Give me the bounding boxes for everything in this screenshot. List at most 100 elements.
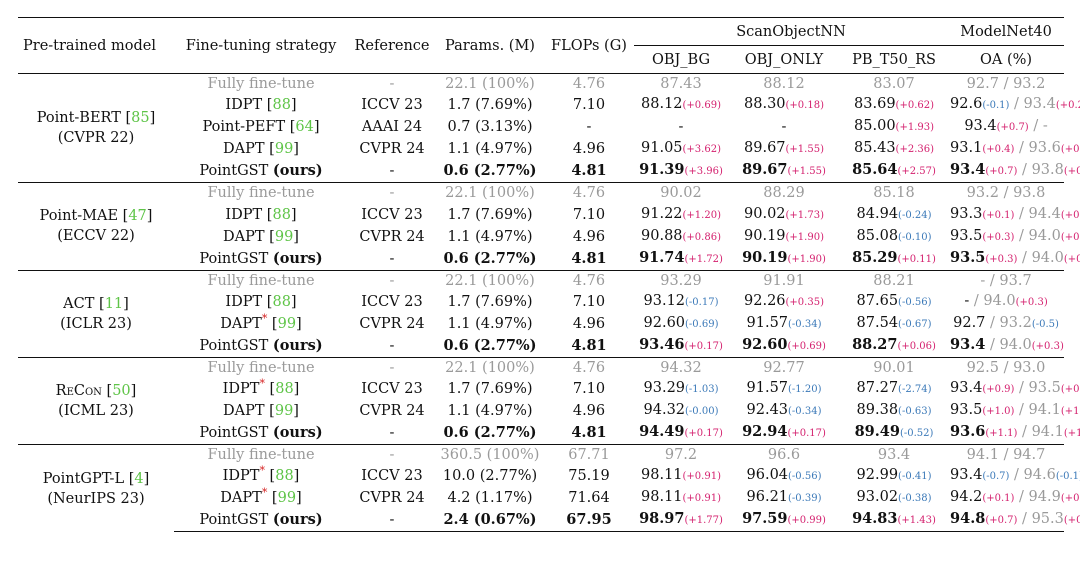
pb-t50-rs-cell: 85.43(+2.36) [840,138,948,160]
strategy-citation: 99 [277,490,297,507]
params-cell: 0.6 (2.77%) [443,162,537,180]
obj-bg-cell-delta: (+0.91) [682,493,721,505]
oa-separator: / [1009,96,1024,113]
oa-value-2: 93.0 [1013,360,1046,377]
oa-cell: 93.4(+0.7) / 93.8(+0.6) [948,160,1080,183]
oa-value-1: 92.6 [950,96,983,113]
oa-value-1: 92.7 [966,76,999,93]
params-cell: 22.1 (100%) [436,182,544,204]
params-cell: 1.7 (7.69%) [447,97,533,114]
table-row: Point-BERT [85] (CVPR 22) Fully fine-tune -… [18,72,1065,183]
obj-only-cell: - [728,116,840,138]
oa-value-2: 94.9 [1028,489,1061,506]
obj-only-cell-value: 92.26 [744,292,786,309]
strategy-cell: PointGST (ours) [174,422,348,445]
obj-bg-cell-delta: (+0.86) [682,231,721,243]
pb-t50-rs-cell-value: 90.01 [873,360,915,377]
strategy-name: PointGST [199,250,269,267]
header-reference: Reference [348,17,436,74]
obj-only-cell-delta: (+1.73) [785,209,824,221]
obj-bg-cell: 90.02 [634,182,728,204]
obj-bg-cell-value: 88.12 [641,96,683,113]
oa-delta-1: (+0.7) [985,166,1018,178]
oa-delta-2: (-0.5) [1031,318,1059,330]
obj-only-cell-delta: (+0.99) [787,515,826,527]
asterisk-mark: * [259,377,265,391]
obj-only-cell-delta: (+1.55) [787,166,826,178]
table-row: DAPT [99] CVPR 24 1.1 (4.97%) 4.96 90.88(+0.… [18,226,1080,248]
model-cell: ACT [11] (ICLR 23) [18,269,174,358]
obj-bg-cell: 98.97(+1.77) [634,509,728,533]
obj-only-cell-value: 88.12 [763,76,805,93]
reference-cell: CVPR 24 [359,141,425,158]
oa-delta-2: (+0.2) [1055,100,1080,112]
obj-bg-cell-value: 94.49 [639,423,685,441]
oa-delta-1: (+0.3) [982,231,1015,243]
obj-bg-cell: 91.39(+3.96) [634,160,728,183]
pb-t50-rs-cell: 83.69(+0.62) [840,94,948,116]
strategy-name: Point-PEFT [202,119,286,136]
pb-t50-rs-cell: 88.21 [840,269,949,291]
strategy-cell: PointGST (ours) [174,160,348,183]
obj-bg-cell: 93.29 [634,269,728,291]
model-name: PointGPT-L [42,470,125,487]
obj-only-cell: 90.19(+1.90) [728,226,840,248]
obj-only-cell: 91.57(-1.20) [728,378,840,400]
oa-delta-2: (+0.6) [1063,515,1080,527]
oa-delta-1: (+0.3) [985,253,1018,265]
pb-t50-rs-cell-delta: (+1.93) [895,122,934,134]
flops-cell: 4.96 [572,315,606,332]
obj-only-cell-value: 91.57 [746,314,789,331]
obj-bg-cell: 91.74(+1.72) [634,248,728,271]
oa-cell: 93.4(+0.7) / - [948,116,1064,138]
pb-t50-rs-cell: 90.01 [840,356,949,379]
oa-cell: 93.4 / 94.0(+0.3) [948,335,1064,358]
params-cell: 0.6 (2.77%) [443,336,537,354]
oa-cell: 93.1(+0.4) / 93.6(+0.4) [948,138,1080,160]
oa-value-2: 95.3 [1031,511,1064,528]
strategy-cell: Fully fine-tune [174,182,348,204]
obj-only-cell: 92.60(+0.69) [728,335,840,358]
strategy-name: DAPT [220,315,262,332]
strategy-cell: Fully fine-tune [174,73,348,95]
pb-t50-rs-cell-value: 93.02 [856,489,899,506]
oa-cell: 94.1 / 94.7 [948,444,1065,466]
strategy-name: DAPT [223,403,265,420]
oa-value-2: 93.7 [999,272,1032,289]
obj-bg-cell: 93.12(-0.17) [634,291,728,313]
obj-bg-cell-value: 90.88 [641,227,683,244]
oa-cell: 93.4(+0.9) / 93.5(+0.5) [948,378,1080,400]
oa-cell: 94.8(+0.7) / 95.3(+0.6) [948,509,1080,533]
model-cell: Point-MAE [47] (ECCV 22) [18,182,174,271]
oa-value-1: 93.4 [950,467,983,484]
obj-bg-cell-delta: (+1.77) [684,515,723,527]
oa-cell: - / 93.7 [948,269,1065,291]
strategy-cell: IDPT [88] [225,97,297,114]
obj-only-cell: 89.67(+1.55) [728,138,840,160]
obj-only-cell-delta: (+1.55) [785,144,824,156]
strategy-name: IDPT [225,293,263,310]
strategy-citation: 88 [272,97,291,114]
flops-cell: 4.76 [544,73,634,95]
obj-only-cell-delta: (+0.35) [785,296,824,308]
results-table: Pre-trained model Fine-tuning strategy R… [18,17,1080,533]
pb-t50-rs-cell-value: 89.49 [854,423,900,441]
obj-bg-cell-value: 91.05 [641,140,683,157]
pb-t50-rs-cell: 92.99(-0.41) [840,465,948,487]
oa-delta-1: (-0.7) [982,471,1010,483]
reference-cell: ICCV 23 [361,293,423,310]
pb-t50-rs-cell-value: 88.27 [852,335,898,353]
header-strategy: Fine-tuning strategy [174,17,348,74]
strategy-name: IDPT [222,468,260,485]
oa-delta-2: (+0.3) [1031,340,1064,352]
flops-cell: 4.96 [572,141,606,158]
obj-bg-cell: - [634,116,728,138]
reference-cell: - [389,337,395,354]
pb-t50-rs-cell: 85.00(+1.93) [840,116,948,138]
pb-t50-rs-cell-value: 87.54 [856,314,899,331]
params-cell: 0.6 (2.77%) [443,249,537,267]
strategy-name: PointGST [199,425,269,442]
oa-value-1: 93.5 [950,248,986,266]
flops-cell: 71.64 [568,490,610,507]
strategy-citation: 88 [275,381,294,398]
